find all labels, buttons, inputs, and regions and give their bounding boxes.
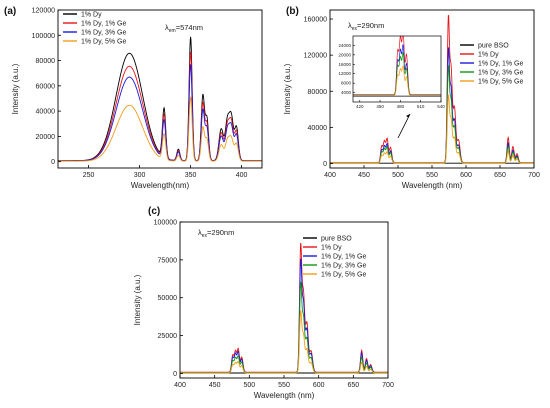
series-group	[330, 14, 534, 164]
inset-y-tick-label: 24000	[338, 43, 351, 48]
series-line-3	[58, 96, 262, 162]
y-tick-label: 0	[51, 159, 55, 166]
legend-label: 1% Dy, 5% Ge	[321, 272, 366, 279]
inset-y-tick-label: 4000	[341, 90, 352, 95]
inset-x-tick-label: 510	[417, 104, 425, 109]
series-line-1	[58, 51, 262, 162]
legend-label: 1% Dy	[321, 245, 342, 252]
x-axis-label: Wavelength (nm)	[402, 181, 463, 190]
legend-label: 1% Dy	[478, 52, 499, 59]
x-tick-label: 400	[174, 382, 186, 389]
x-tick-label: 550	[426, 172, 438, 179]
inset-x-tick-label: 540	[437, 104, 445, 109]
legend-label: 1% Dy, 5% Ge	[81, 39, 126, 46]
x-tick-label: 600	[313, 382, 325, 389]
legend-label: 1% Dy	[81, 12, 102, 19]
x-tick-label: 450	[209, 382, 221, 389]
x-tick-label: 350	[185, 172, 197, 179]
x-tick-label: 700	[382, 382, 394, 389]
series-line-4	[330, 94, 534, 164]
y-axis-label: Intensity (a.u.)	[283, 63, 292, 114]
y-tick-label: 40000	[308, 125, 328, 132]
y-tick-label: 0	[173, 371, 177, 378]
excitation-annotation: λex=290nm	[348, 21, 384, 32]
panel-a: (a) 250 300 350 400 0 20000 40000 60000 80000 1000…	[4, 6, 263, 190]
legend-label: 1% Dy, 1% Ge	[321, 254, 366, 261]
series-group	[180, 242, 388, 374]
plot-frame	[57, 9, 263, 169]
inset-arrow-head	[406, 114, 410, 118]
y-axis-label: Intensity (a.u.)	[133, 274, 142, 325]
legend-label: 1% Dy, 3% Ge	[321, 263, 366, 270]
x-axis-label: Wavelength(nm)	[131, 181, 190, 190]
inset-y-tick-label: 12000	[338, 71, 351, 76]
legend-label: 1% Dy, 1% Ge	[478, 61, 523, 68]
legend-label: 1% Dy, 1% Ge	[81, 21, 126, 28]
x-tick-label: 500	[243, 382, 255, 389]
x-tick-label: 600	[460, 172, 472, 179]
series-line-3	[180, 280, 388, 374]
legend-label: 1% Dy, 5% Ge	[478, 79, 523, 86]
series-line-4	[180, 309, 388, 374]
y-tick-label: 20000	[36, 134, 56, 141]
legend-label: pure BSO	[478, 43, 509, 50]
panel-label-a: (a)	[4, 6, 16, 17]
panel-label-b: (b)	[286, 6, 299, 17]
plot-frame	[179, 221, 389, 379]
series-line-0	[58, 36, 262, 162]
x-tick-label: 300	[134, 172, 146, 179]
y-tick-label: 100000	[154, 220, 177, 227]
panel-label-c: (c)	[148, 206, 160, 217]
x-tick-label: 400	[236, 172, 248, 179]
y-tick-label: 40000	[36, 109, 56, 116]
legend: pure BSO 1% Dy 1% Dy, 1% Ge 1% Dy, 3% Ge 1% …	[460, 43, 523, 86]
y-tick-label: 160000	[304, 17, 327, 24]
x-tick-label: 450	[358, 172, 370, 179]
inset-y-tick-label: 16000	[338, 62, 351, 67]
series-line-2	[58, 64, 262, 162]
excitation-annotation: λem=574nm	[165, 23, 203, 34]
y-axis-label: Intensity (a.u.)	[11, 63, 20, 114]
legend-label: 1% Dy, 3% Ge	[81, 30, 126, 37]
inset-series-line-4	[353, 65, 441, 96]
inset-x-tick-label: 420	[356, 104, 364, 109]
x-tick-label: 650	[494, 172, 506, 179]
y-tick-label: 120000	[32, 8, 55, 15]
x-tick-label: 550	[278, 382, 290, 389]
y-tick-label: 120000	[304, 53, 327, 60]
x-tick-label: 650	[347, 382, 359, 389]
x-tick-label: 500	[392, 172, 404, 179]
x-tick-label: 400	[324, 172, 336, 179]
y-tick-label: 80000	[308, 89, 328, 96]
inset-y-tick-label: 20000	[338, 52, 351, 57]
inset-x-tick-label: 480	[397, 104, 405, 109]
inset-y-tick-label: 8000	[341, 81, 352, 86]
y-tick-label: 80000	[36, 58, 56, 65]
y-tick-label: 50000	[158, 295, 178, 302]
inset-arrow-line	[397, 113, 411, 139]
legend: pure BSO 1% Dy 1% Dy, 1% Ge 1% Dy, 3% Ge 1% …	[303, 236, 366, 279]
excitation-annotation: λex=290nm	[198, 228, 234, 239]
y-tick-label: 100000	[32, 33, 55, 40]
y-tick-label: 75000	[158, 257, 178, 264]
y-tick-label: 0	[323, 161, 327, 168]
x-tick-label: 700	[528, 172, 540, 179]
panel-b: (b) 400 450 500 550 600 650 700 0 40000 80000 12000…	[283, 6, 540, 190]
panel-c: (c) 400 450 500 550 600 650 700 0 25000 50000 75000…	[133, 206, 394, 400]
x-axis-label: Wavelength (nm)	[254, 391, 315, 400]
inset-x-tick-label: 450	[376, 104, 384, 109]
legend: 1% Dy 1% Dy, 1% Ge 1% Dy, 3% Ge 1% Dy, 5% G…	[63, 12, 126, 46]
legend-label: pure BSO	[321, 236, 352, 243]
y-tick-label: 60000	[36, 83, 56, 90]
inset-chart: 420 450 480 510 540 4000 8000 12000 16000 20000 24…	[338, 35, 445, 139]
y-tick-label: 25000	[158, 333, 178, 340]
series-group	[58, 36, 262, 162]
legend-label: 1% Dy, 3% Ge	[478, 70, 523, 77]
inset-frame	[352, 35, 442, 103]
inset-series-group	[353, 36, 441, 97]
x-tick-label: 250	[83, 172, 95, 179]
